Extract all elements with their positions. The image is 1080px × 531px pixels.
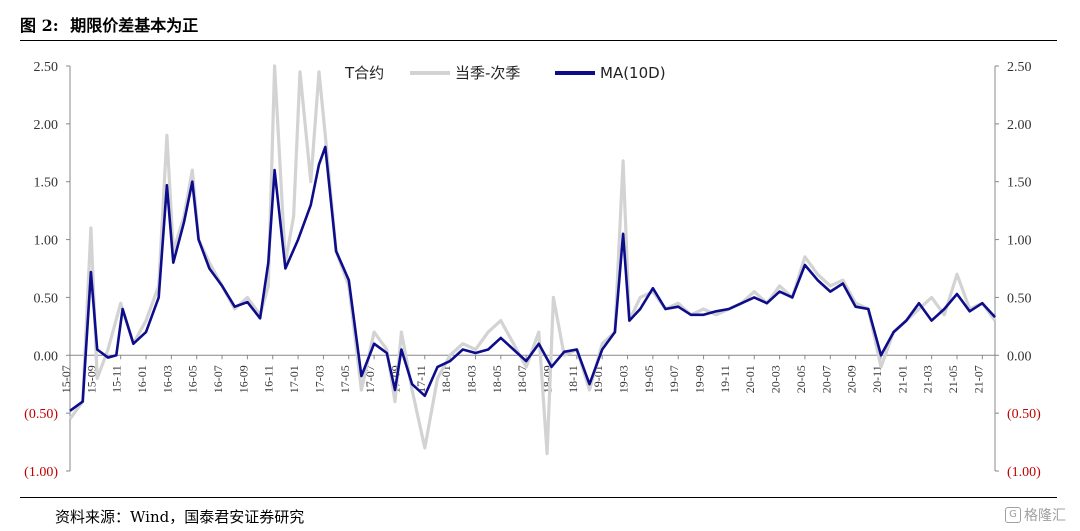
chart-legend: T合约 当季-次季 MA(10D) <box>344 64 666 82</box>
y-tick-label-left: 0.50 <box>34 291 59 306</box>
y-tick-label-left: 2.00 <box>34 118 59 133</box>
y-tick-label-left: (0.50) <box>24 407 58 422</box>
y-tick-label-left: 1.50 <box>34 176 59 191</box>
x-tick-label: 18-03 <box>464 365 478 393</box>
x-tick-label: 17-05 <box>338 365 352 393</box>
x-tick-label: 20-03 <box>769 365 783 393</box>
y-tick-label-right: 0.50 <box>1007 291 1032 306</box>
y-tick-label-right: 2.50 <box>1007 60 1032 75</box>
figure-title-text: 期限价差基本为正 <box>70 16 199 35</box>
x-tick-label: 21-03 <box>921 365 935 393</box>
series-layer <box>68 64 997 456</box>
y-tick-label-left: 2.50 <box>34 60 59 75</box>
x-tick-label: 20-09 <box>845 365 859 393</box>
x-tick-label: 19-07 <box>667 365 681 393</box>
y-tick-label-right: 1.50 <box>1007 176 1032 191</box>
x-tick-label: 21-05 <box>946 365 960 393</box>
legend-label-spread: 当季-次季 <box>455 64 520 82</box>
chart: 2.50 2.50 2.00 2.00 1.50 1.50 1.00 1.00 0.50 0.50… <box>24 60 1041 480</box>
y-tick-label-left: 0.00 <box>34 349 59 364</box>
series-spread-line <box>68 64 997 456</box>
x-tick-label: 20-05 <box>794 365 808 393</box>
source-note: 资料来源：Wind，国泰君安证券研究 <box>55 508 305 526</box>
figure-number: 图 2: <box>20 16 59 35</box>
top-rule <box>20 40 1057 41</box>
y-tick-label-left: (1.00) <box>24 465 58 480</box>
x-tick-label: 17-01 <box>287 365 301 393</box>
x-tick-label: 16-07 <box>211 365 225 393</box>
x-tick-label: 19-03 <box>617 365 631 393</box>
watermark-text: 格隆汇 <box>1024 508 1066 524</box>
x-tick-label: 15-07 <box>59 365 73 393</box>
x-tick-label: 18-11 <box>566 365 580 393</box>
y-tick-label-right: 1.00 <box>1007 234 1032 249</box>
legend-title: T合约 <box>344 64 384 82</box>
x-tick-label: 16-05 <box>186 365 200 393</box>
chart-axes: 2.50 2.50 2.00 2.00 1.50 1.50 1.00 1.00 0.50 0.50… <box>24 60 1041 480</box>
x-tick-label: 16-09 <box>236 365 250 393</box>
x-tick-label: 20-01 <box>743 365 757 393</box>
y-tick-label-right: (0.50) <box>1007 407 1041 422</box>
x-tick-label: 21-01 <box>895 365 909 393</box>
x-tick-label: 18-05 <box>490 365 504 393</box>
y-tick-label-left: 1.00 <box>34 234 59 249</box>
x-tick-label: 16-03 <box>160 365 174 393</box>
x-tick-label: 20-07 <box>819 365 833 393</box>
x-tick-label: 18-07 <box>515 365 529 393</box>
x-tick-label: 16-11 <box>262 365 276 393</box>
x-tick-label: 17-11 <box>414 365 428 393</box>
x-tick-label: 21-07 <box>971 365 985 393</box>
x-tick-label: 16-01 <box>135 365 149 393</box>
x-tick-label: 17-03 <box>312 365 326 393</box>
y-tick-label-right: (1.00) <box>1007 465 1041 480</box>
x-tick-label: 15-09 <box>84 365 98 393</box>
figure-title: 图 2: 期限价差基本为正 <box>20 12 198 36</box>
watermark: G 格隆汇 <box>1005 505 1066 525</box>
x-tick-label: 19-11 <box>718 365 732 393</box>
x-tick-label: 19-05 <box>642 365 656 393</box>
y-tick-label-right: 0.00 <box>1007 349 1032 364</box>
x-tick-label: 19-09 <box>693 365 707 393</box>
x-tick-label: 15-11 <box>110 365 124 393</box>
x-tick-label: 20-11 <box>870 365 884 393</box>
series-ma-line <box>69 145 996 412</box>
y-tick-label-right: 2.00 <box>1007 118 1032 133</box>
legend-label-ma: MA(10D) <box>600 64 666 82</box>
G-logo-icon: G <box>1005 507 1021 523</box>
bottom-rule <box>20 497 1057 498</box>
